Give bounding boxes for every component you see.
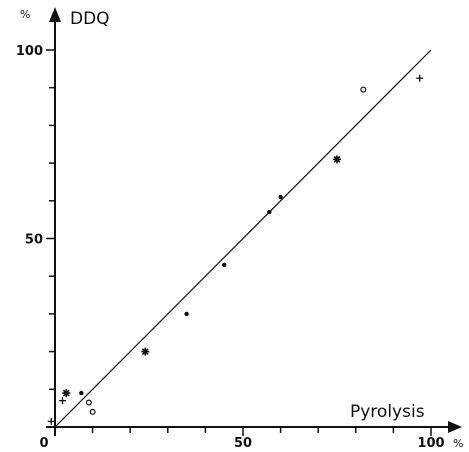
data-points — [47, 74, 424, 425]
data-point-circle — [85, 399, 92, 406]
axis-labels: % DDQ Pyrolysis % — [20, 8, 463, 450]
axes — [46, 7, 462, 436]
x-axis-unit-label: % — [453, 437, 463, 450]
x-axis-title: Pyrolysis — [350, 402, 425, 422]
data-point-dot — [184, 311, 189, 317]
x-tick-label: 50 — [234, 436, 252, 451]
data-point-star — [141, 347, 150, 356]
y-axis-arrow — [49, 7, 61, 22]
y-tick-label: 100 — [16, 44, 43, 59]
data-point-plus — [47, 417, 55, 425]
reference-line-group — [54, 49, 432, 428]
reference-line — [54, 49, 432, 428]
data-point-dot — [267, 209, 272, 215]
data-point-dot — [278, 194, 283, 200]
data-point-circle — [360, 86, 367, 93]
y-axis-unit-label: % — [20, 8, 30, 21]
x-tick-label: 0 — [39, 436, 48, 451]
data-point-plus — [59, 397, 67, 405]
x-axis-arrow — [448, 421, 462, 433]
data-point-star — [333, 155, 341, 164]
data-point-plus — [416, 74, 424, 82]
x-tick-label: 100 — [417, 436, 444, 451]
data-point-dot — [79, 390, 84, 396]
data-point-star — [62, 389, 71, 398]
axis-ticks: 0 50 100 50 100 — [16, 44, 445, 451]
y-axis-title: DDQ — [70, 9, 110, 29]
data-point-dot — [222, 262, 227, 268]
y-tick-label: 50 — [25, 233, 43, 248]
data-point-circle — [89, 408, 96, 415]
